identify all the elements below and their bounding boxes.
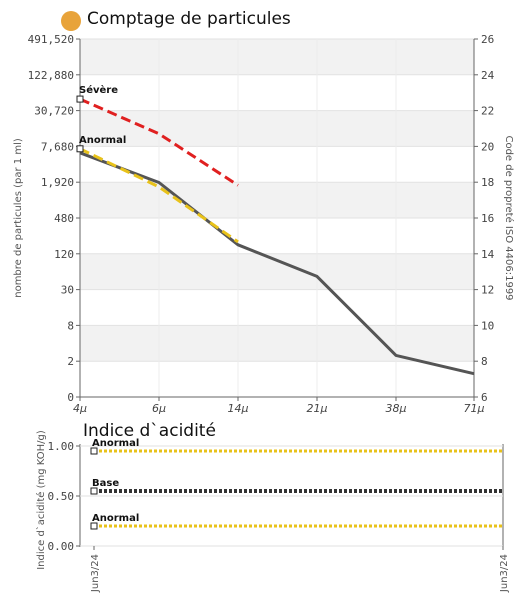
- y2-tick-label: 16: [481, 212, 494, 225]
- x-tick-label: Jun3/24: [499, 554, 510, 593]
- y2-axis-label: Code de propreté ISO 4406:1999: [503, 135, 515, 300]
- threshold-annotation-abnormal_high: Anormal: [92, 438, 139, 449]
- y2-tick-label: 10: [481, 319, 494, 332]
- series: Anormal Sévère: [76, 84, 475, 376]
- y-tick-label: 1.00: [48, 440, 75, 453]
- y2-tick-label: 6: [481, 391, 488, 404]
- y-tick-label: 480: [54, 212, 74, 225]
- x-tick-label: 14µ: [228, 402, 249, 415]
- y-tick-label: 0: [67, 391, 74, 404]
- series: Anormal Base Anormal: [90, 438, 503, 530]
- grid-band: [80, 39, 474, 75]
- y-tick-label: 2: [67, 355, 74, 368]
- y-tick-label: 120: [54, 248, 74, 261]
- x-tick-label: 6µ: [152, 402, 166, 415]
- y2-tick-label: 22: [481, 105, 494, 118]
- x-tick-label: 4µ: [73, 402, 87, 415]
- legend-dot-icon: [61, 11, 81, 31]
- grid: [80, 445, 503, 547]
- plot-bands: [80, 39, 474, 362]
- y-tick-labels: 0.00 0.50 1.00: [48, 440, 80, 553]
- series-annotation-severe: Sévère: [79, 84, 118, 96]
- acid-y-axis-label: Indice d`acidité (mg KOH/g): [35, 430, 47, 570]
- y2-tick-label: 18: [481, 176, 494, 189]
- y-axis-label: nombre de particules (par 1 ml): [13, 138, 24, 298]
- y-tick-label: 491,520: [28, 33, 74, 46]
- y2-tick-labels: 6 8 10 12 14 16 18 20 22 24 26: [474, 33, 495, 404]
- series-line-abnormal: [79, 147, 239, 244]
- grid: [79, 38, 475, 398]
- y2-tick-label: 20: [481, 140, 494, 153]
- y2-tick-label: 12: [481, 284, 494, 297]
- y2-tick-label: 24: [481, 69, 495, 82]
- x-tick-labels: Jun3/24 Jun3/24: [90, 546, 510, 593]
- grid-band: [80, 110, 474, 147]
- x-tick-label: 71µ: [464, 402, 485, 415]
- x-tick-label: Jun3/24: [90, 554, 101, 593]
- acid-chart-title: Indice d`acidité: [83, 421, 216, 441]
- y-tick-label: 122,880: [28, 69, 74, 82]
- y-tick-label: 0.50: [48, 490, 75, 503]
- y-tick-labels: 0 2 8 30 120 480 1,920 7,680 30,720 122,880 491,52…: [28, 33, 80, 404]
- particle-chart-title: Comptage de particules: [87, 9, 291, 29]
- threshold-marker-abnormal_low: [90, 522, 98, 530]
- particle-count-chart: Comptage de particules 0 2 8 30 120 480 1,920 7…: [13, 9, 515, 415]
- x-tick-label: 38µ: [386, 402, 407, 415]
- series-marker-abnormal: [76, 145, 84, 153]
- y-tick-label: 7,680: [41, 140, 74, 153]
- series-marker-severe: [76, 95, 84, 103]
- y2-tick-label: 14: [481, 248, 495, 261]
- y-tick-label: 0.00: [48, 540, 75, 553]
- y2-tick-label: 8: [481, 355, 488, 368]
- x-tick-label: 21µ: [307, 402, 328, 415]
- x-tick-labels: 4µ 6µ 14µ 21µ 38µ 71µ: [73, 397, 485, 415]
- y2-tick-label: 26: [481, 33, 494, 46]
- grid-band: [80, 182, 474, 218]
- threshold-marker-abnormal_high: [90, 447, 98, 455]
- threshold-marker-base: [90, 487, 98, 495]
- series-line-measured: [79, 151, 475, 376]
- y-tick-label: 30: [61, 284, 74, 297]
- grid-band: [80, 325, 474, 362]
- y-tick-label: 8: [67, 319, 74, 332]
- threshold-annotation-base: Base: [92, 478, 119, 489]
- threshold-annotation-abnormal_low: Anormal: [92, 513, 139, 524]
- y-tick-label: 30,720: [34, 105, 74, 118]
- y-tick-label: 1,920: [41, 176, 74, 189]
- series-annotation-abnormal: Anormal: [79, 135, 126, 146]
- acid-number-chart: Indice d`acidité 0.000.501.00 Jun3/24 Jun…: [35, 421, 510, 593]
